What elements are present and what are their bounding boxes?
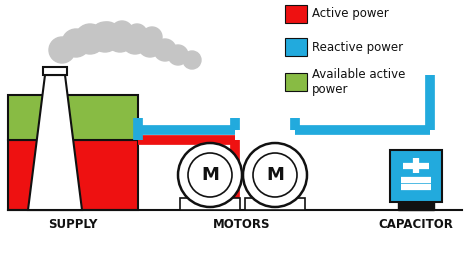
Circle shape xyxy=(168,45,188,65)
Circle shape xyxy=(253,153,297,197)
Bar xyxy=(285,5,307,23)
Bar xyxy=(285,38,307,56)
Circle shape xyxy=(90,22,120,52)
Bar xyxy=(390,150,442,202)
Text: M: M xyxy=(201,166,219,184)
Text: SUPPLY: SUPPLY xyxy=(48,218,98,231)
Bar xyxy=(180,198,240,210)
Bar xyxy=(8,95,138,140)
Circle shape xyxy=(122,28,148,54)
Bar xyxy=(398,200,434,210)
Text: MOTORS: MOTORS xyxy=(213,218,271,231)
Circle shape xyxy=(62,29,90,57)
Circle shape xyxy=(106,24,134,52)
Circle shape xyxy=(142,27,162,47)
Polygon shape xyxy=(28,75,82,210)
Text: CAPACITOR: CAPACITOR xyxy=(379,218,454,231)
Bar xyxy=(285,73,307,91)
Circle shape xyxy=(75,24,105,54)
Text: Available active
power: Available active power xyxy=(312,67,405,97)
Text: Reactive power: Reactive power xyxy=(312,40,403,54)
Bar xyxy=(43,67,67,75)
Circle shape xyxy=(97,22,119,44)
Circle shape xyxy=(178,143,242,207)
Circle shape xyxy=(138,33,162,57)
Circle shape xyxy=(127,24,147,44)
Bar xyxy=(8,140,138,210)
Circle shape xyxy=(49,37,75,63)
Text: M: M xyxy=(266,166,284,184)
Bar xyxy=(245,198,305,210)
Circle shape xyxy=(183,51,201,69)
Circle shape xyxy=(243,143,307,207)
Circle shape xyxy=(188,153,232,197)
Circle shape xyxy=(111,21,133,43)
Text: Active power: Active power xyxy=(312,7,389,21)
Circle shape xyxy=(154,39,176,61)
